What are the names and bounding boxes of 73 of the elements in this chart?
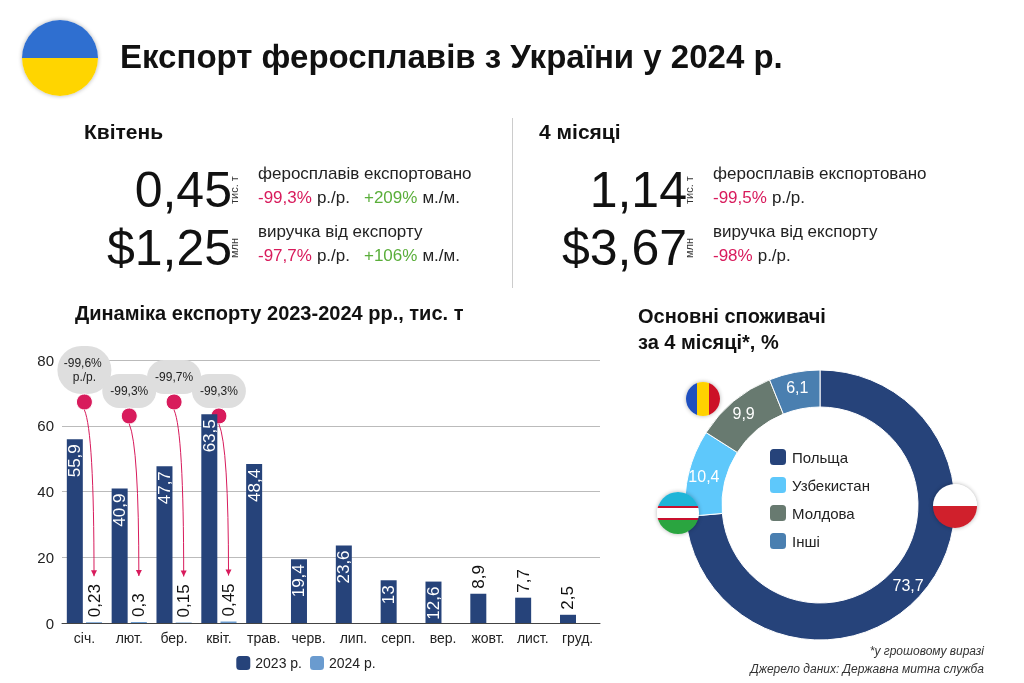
- text: 0,45: [134, 162, 232, 218]
- text: -99,3% р./р. +209% м./м.: [258, 188, 460, 207]
- text: -99,5% р./р.: [713, 188, 805, 207]
- bar: [201, 414, 218, 623]
- bar: [156, 466, 173, 623]
- data-label: 8,9: [468, 565, 488, 589]
- data-label: 0,23: [84, 584, 104, 618]
- x-tick-label: серп.: [381, 630, 416, 646]
- data-label: 23,6: [334, 550, 354, 584]
- data-label: 10,4: [688, 468, 720, 486]
- bar: [246, 463, 263, 623]
- annotation: -99,6% р./р.: [63, 356, 106, 384]
- y-tick-label: 0: [45, 614, 54, 632]
- x-tick-label: вер.: [429, 630, 457, 646]
- data-label: 12,6: [423, 586, 443, 620]
- data-label: 13: [379, 585, 399, 605]
- text: виручка від експорту: [713, 222, 878, 242]
- data-label: 55,9: [65, 444, 85, 478]
- bar: [111, 488, 128, 623]
- legend-label: 2023 р.: [255, 655, 303, 671]
- data-label: 40,9: [110, 493, 130, 527]
- y-tick-label: 80: [37, 351, 54, 369]
- data-label: 63,5: [199, 419, 219, 453]
- legend-label: Польща: [792, 448, 849, 466]
- data-label: 47,7: [154, 471, 174, 505]
- text: 4 місяці: [539, 120, 621, 144]
- legend-label: 2024 р.: [329, 655, 376, 671]
- text: -97,7% р./р. +106% м./м.: [258, 246, 460, 265]
- text: *у грошовому виразі: [869, 644, 985, 658]
- data-label: 9,9: [732, 404, 755, 422]
- text: феросплавів експортовано: [258, 164, 472, 184]
- data-label: 0,45: [219, 583, 239, 617]
- annotation: -99,7%: [155, 370, 194, 384]
- y-tick-label: 20: [37, 548, 54, 566]
- chart-title: Динаміка експорту 2023-2024 рр., тис. т: [75, 302, 464, 324]
- bar: [66, 439, 83, 623]
- x-tick-label: лип.: [339, 630, 368, 646]
- bar: [515, 597, 532, 623]
- data-label: 2,5: [558, 586, 578, 610]
- x-tick-label: квіт.: [206, 630, 232, 646]
- legend-label: Інші: [792, 532, 820, 550]
- data-label: 7,7: [513, 569, 533, 593]
- text: виручка від експорту: [258, 222, 423, 242]
- legend-label: Узбекистан: [792, 476, 870, 494]
- annotation: -99,3%: [199, 384, 239, 398]
- text: 1,14: [589, 162, 687, 218]
- text: $1,25: [106, 220, 232, 276]
- chart-title: Основні споживачі за 4 місяці*, %: [638, 305, 832, 353]
- x-tick-label: лист.: [516, 630, 549, 646]
- x-tick-label: черв.: [291, 630, 326, 646]
- text: Квітень: [84, 120, 164, 144]
- x-tick-label: груд.: [561, 630, 594, 646]
- x-tick-label: трав.: [247, 630, 281, 646]
- x-tick-label: лют.: [115, 630, 143, 646]
- bar: [470, 593, 487, 623]
- text: Експорт феросплавів з України у 2024 р.: [120, 38, 783, 76]
- text: Джерело даних: Державна митна служба: [748, 662, 985, 676]
- bar: [559, 614, 576, 623]
- data-label: 73,7: [892, 577, 924, 595]
- legend-label: Молдова: [792, 504, 856, 522]
- x-tick-label: жовт.: [471, 630, 505, 646]
- x-tick-label: бер.: [160, 630, 188, 646]
- text: феросплавів експортовано: [713, 164, 927, 184]
- text: -98% р./р.: [713, 246, 791, 265]
- y-tick-label: 40: [37, 483, 54, 500]
- data-label: 6,1: [786, 379, 809, 397]
- x-tick-label: січ.: [73, 630, 96, 646]
- data-label: 48,4: [244, 468, 264, 502]
- data-label: 0,3: [129, 593, 149, 618]
- annotation: -99,3%: [110, 384, 149, 398]
- data-label: 0,15: [174, 584, 194, 618]
- y-tick-label: 60: [37, 417, 54, 435]
- data-label: 19,4: [289, 564, 309, 598]
